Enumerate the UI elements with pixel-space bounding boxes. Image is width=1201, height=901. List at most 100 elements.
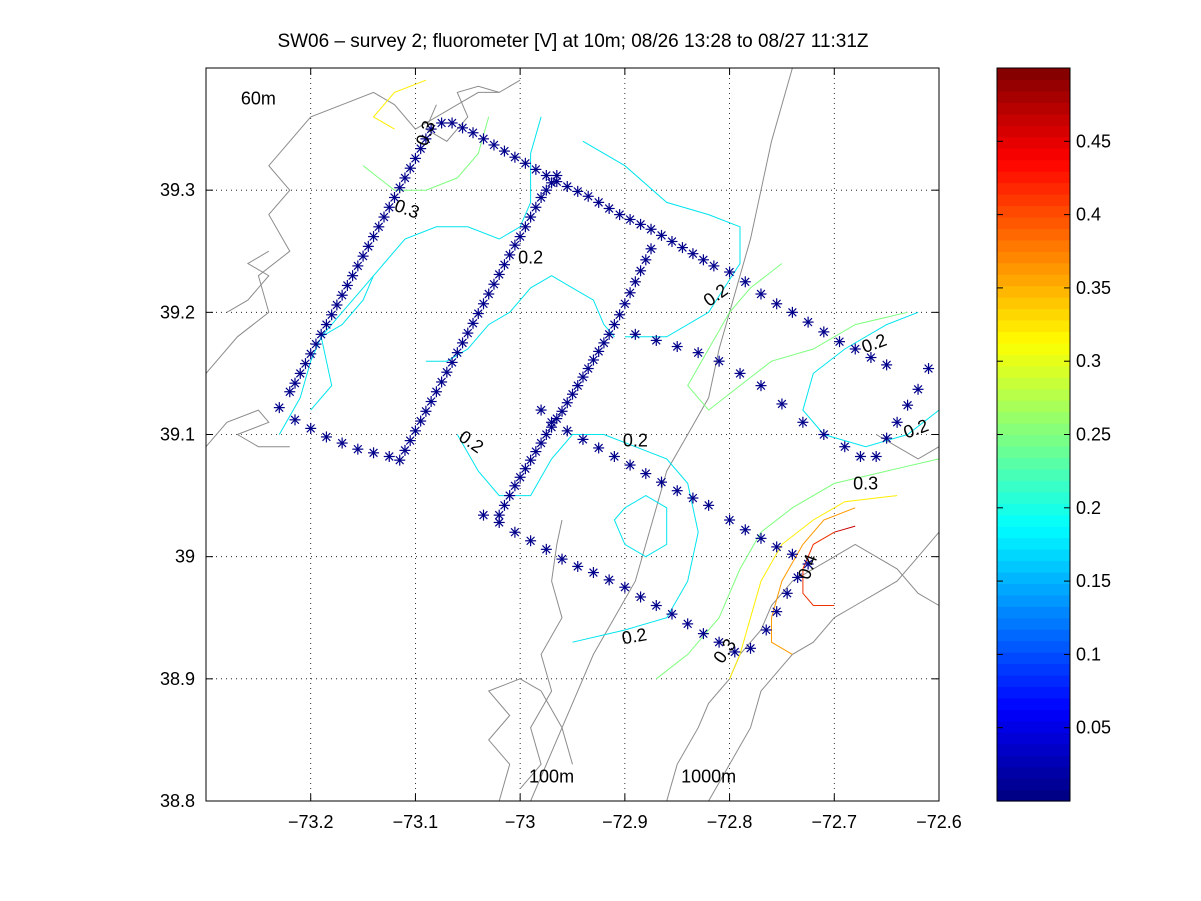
station-marker bbox=[713, 355, 725, 367]
station-marker bbox=[504, 490, 516, 502]
station-marker bbox=[415, 143, 427, 155]
station-marker bbox=[593, 345, 605, 357]
station-marker bbox=[362, 240, 374, 252]
station-marker bbox=[441, 366, 453, 378]
station-marker bbox=[635, 591, 647, 603]
colorbar-ticks: 0.05 0.1 0.15 0.2 0.25 0.3 0.35 0.4 0.45 bbox=[997, 131, 1111, 738]
station-marker bbox=[567, 388, 578, 400]
station-marker bbox=[509, 526, 521, 538]
station-marker bbox=[509, 239, 521, 251]
colorbar-cell bbox=[997, 709, 1070, 722]
coastline-segment bbox=[205, 409, 290, 448]
colorbar-cell bbox=[997, 365, 1070, 378]
fluorescence-contour-line bbox=[802, 531, 835, 606]
station-marker bbox=[320, 319, 332, 331]
station-marker bbox=[551, 413, 563, 425]
station-marker bbox=[582, 190, 594, 202]
colorbar-cell bbox=[997, 468, 1070, 481]
station-marker bbox=[519, 221, 531, 233]
station-marker bbox=[619, 581, 631, 593]
x-tick-label: −72.6 bbox=[916, 812, 962, 832]
fluorescence-contour-line bbox=[582, 140, 741, 338]
station-marker bbox=[404, 435, 416, 447]
station-marker bbox=[645, 243, 657, 255]
colorbar-cell bbox=[997, 606, 1070, 619]
station-marker bbox=[797, 416, 809, 428]
colorbar-cell bbox=[997, 457, 1070, 470]
station-marker bbox=[326, 309, 338, 321]
station-marker bbox=[399, 444, 411, 456]
fluorescence-contour-line bbox=[729, 495, 898, 679]
y-tick-label: 39.3 bbox=[160, 180, 195, 200]
colorbar-cell bbox=[997, 193, 1070, 207]
colorbar-cell bbox=[997, 331, 1070, 344]
fluorescence-contour-line bbox=[834, 525, 856, 533]
station-marker bbox=[671, 341, 683, 353]
station-marker bbox=[394, 454, 406, 466]
station-marker bbox=[299, 358, 311, 370]
station-marker bbox=[687, 248, 699, 260]
station-marker bbox=[472, 308, 484, 320]
station-marker bbox=[535, 404, 547, 416]
station-marker bbox=[593, 196, 605, 208]
station-marker bbox=[498, 145, 510, 157]
y-tick-label: 39.2 bbox=[160, 302, 195, 322]
station-marker bbox=[451, 347, 463, 359]
station-marker bbox=[436, 117, 448, 129]
depth-label: 1000m bbox=[681, 767, 736, 787]
station-marker bbox=[697, 254, 709, 266]
fluorescence-contour-line bbox=[771, 507, 856, 655]
station-marker bbox=[551, 170, 563, 182]
station-marker bbox=[802, 316, 814, 328]
station-marker bbox=[530, 163, 542, 175]
station-marker bbox=[373, 221, 385, 233]
colorbar-cell bbox=[997, 537, 1070, 550]
station-marker bbox=[608, 319, 620, 331]
station-marker bbox=[650, 334, 662, 346]
station-marker bbox=[446, 117, 458, 129]
station-marker bbox=[572, 560, 584, 572]
colorbar-tick-label: 0.3 bbox=[1076, 351, 1101, 371]
station-marker bbox=[870, 450, 882, 462]
coastline-segment bbox=[530, 67, 793, 802]
station-marker bbox=[535, 191, 547, 203]
station-marker bbox=[603, 574, 615, 586]
colorbar-cell bbox=[997, 720, 1070, 733]
station-marker bbox=[739, 276, 751, 288]
station-marker bbox=[462, 327, 474, 339]
station-marker bbox=[352, 260, 364, 272]
station-marker bbox=[320, 431, 332, 443]
station-marker bbox=[645, 223, 657, 235]
station-marker bbox=[383, 450, 395, 462]
x-tick-label: −72.8 bbox=[707, 812, 753, 832]
colorbar-cell bbox=[997, 789, 1070, 802]
station-marker bbox=[467, 127, 479, 139]
station-marker bbox=[703, 499, 715, 511]
station-marker bbox=[603, 328, 615, 340]
colorbar-tick-label: 0.2 bbox=[1076, 498, 1101, 518]
station-marker bbox=[415, 415, 427, 427]
station-marker bbox=[755, 288, 767, 300]
station-marker bbox=[572, 185, 584, 197]
station-marker bbox=[792, 571, 804, 583]
station-marker bbox=[582, 363, 594, 375]
station-marker bbox=[331, 299, 343, 311]
station-marker bbox=[834, 336, 846, 348]
station-marker bbox=[771, 541, 783, 553]
station-marker bbox=[818, 326, 830, 338]
station-marker bbox=[818, 429, 830, 440]
colorbar-tick-label: 0.4 bbox=[1076, 205, 1101, 225]
station-marker bbox=[388, 191, 400, 203]
colorbar-cell bbox=[997, 766, 1070, 779]
station-marker bbox=[771, 298, 783, 310]
colorbar-cell bbox=[997, 778, 1070, 791]
station-marker bbox=[420, 133, 432, 145]
station-marker bbox=[619, 298, 631, 310]
station-marker bbox=[739, 524, 751, 536]
colorbar-cell bbox=[997, 148, 1070, 161]
station-marker bbox=[902, 399, 914, 411]
colorbar-cell bbox=[997, 125, 1070, 138]
station-marker bbox=[509, 151, 521, 163]
station-marker bbox=[540, 184, 552, 196]
colorbar-cell bbox=[997, 377, 1070, 390]
